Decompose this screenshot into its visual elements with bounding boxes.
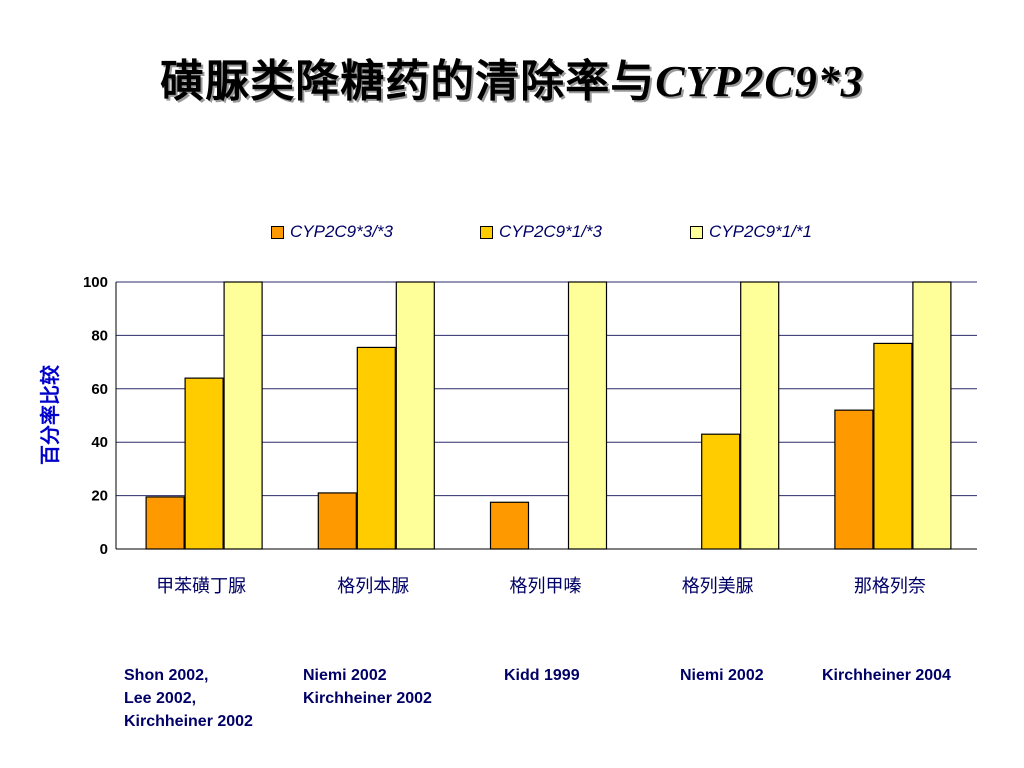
y-tick-label: 60 [91, 381, 108, 398]
bar-3 [395, 281, 435, 550]
y-tick-label: 0 [100, 541, 108, 558]
x-category-label: 那格列奈 [854, 576, 926, 597]
title-gene: CYP2C9*3 [655, 57, 864, 106]
slide-title: 磺脲类降糖药的清除率与CYP2C9*3 [0, 45, 1024, 109]
bar-3 [223, 281, 263, 550]
legend-swatch-s3 [690, 225, 703, 239]
y-tick-label: 80 [91, 327, 108, 344]
bar-2 [701, 433, 741, 550]
bar-1 [145, 496, 185, 550]
x-category-label: 甲苯磺丁脲 [156, 576, 246, 597]
y-tick-label: 40 [91, 434, 108, 451]
legend-label-s2: CYP2C9*1/*3 [499, 222, 603, 241]
legend-item-s3: CYP2C9*1/*1 [690, 222, 812, 242]
bar-2 [184, 377, 224, 550]
legend-label-s3: CYP2C9*1/*1 [709, 222, 813, 241]
legend-item-s2: CYP2C9*1/*3 [480, 222, 602, 242]
reference-2: Niemi 2002 Kirchheiner 2002 [303, 667, 432, 707]
y-tick-label: 20 [91, 488, 108, 505]
x-category-label: 格列美脲 [682, 576, 754, 597]
legend-swatch-s1 [271, 225, 284, 239]
chart-legend: CYP2C9*3/*3 CYP2C9*1/*3 CYP2C9*1/*1 [0, 222, 1024, 244]
bar-3 [740, 281, 780, 550]
reference-4: Niemi 2002 [680, 667, 764, 684]
bar-1 [834, 409, 874, 550]
legend-swatch-s2 [480, 225, 493, 239]
legend-item-s1: CYP2C9*3/*3 [271, 222, 393, 242]
reference-3: Kidd 1999 [504, 667, 580, 684]
title-main: 磺脲类降糖药的清除率与 [160, 56, 656, 107]
bar-3 [912, 281, 952, 550]
reference-5: Kirchheiner 2004 [822, 667, 951, 684]
x-category-label: 格列甲嗪 [510, 576, 582, 597]
y-tick-label: 100 [83, 274, 108, 291]
legend-label-s1: CYP2C9*3/*3 [290, 222, 394, 241]
bar-2 [873, 342, 913, 550]
bar-1 [317, 492, 357, 550]
bar-2 [356, 346, 396, 550]
reference-1: Shon 2002, Lee 2002, Kirchheiner 2002 [124, 667, 253, 730]
x-category-label: 格列本脲 [337, 576, 409, 597]
bar-1 [489, 501, 530, 550]
bar-3 [567, 281, 608, 550]
